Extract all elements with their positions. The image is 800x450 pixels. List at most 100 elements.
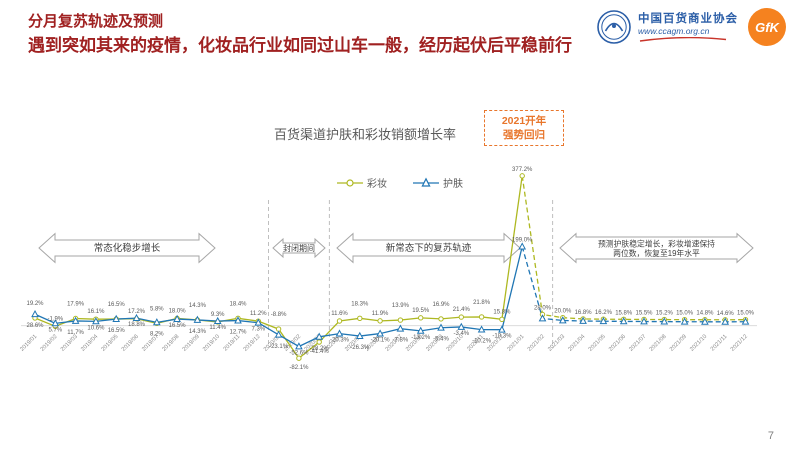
legend-label-makeup: 彩妆 [367, 179, 387, 190]
svg-text:-10.2%: -10.2% [472, 339, 492, 345]
svg-text:17.2%: 17.2% [128, 309, 146, 315]
logo-area: 中国百货商业协会 www.ccagm.org.cn GfK [596, 8, 786, 46]
svg-text:-26.3%: -26.3% [350, 345, 370, 351]
svg-text:18.8%: 18.8% [128, 322, 146, 328]
svg-text:14.8%: 14.8% [696, 311, 714, 317]
gfk-logo: GfK [748, 8, 786, 46]
svg-text:2021/11: 2021/11 [710, 334, 729, 353]
association-name: 中国百货商业协会 [638, 13, 738, 25]
svg-text:15.2%: 15.2% [656, 311, 674, 317]
slide-subtitle: 遇到突如其来的疫情，化妆品行业如同过山车一般，经历起伏后平稳前行 [28, 36, 572, 55]
legend-item-skincare: 护肤 [413, 175, 463, 190]
svg-text:2021/03: 2021/03 [547, 334, 566, 353]
svg-text:2021/10: 2021/10 [689, 334, 708, 353]
svg-text:2021/02: 2021/02 [527, 334, 546, 353]
svg-text:18.4%: 18.4% [229, 301, 247, 307]
svg-text:19.2%: 19.2% [26, 301, 44, 307]
svg-text:377.2%: 377.2% [512, 167, 533, 173]
svg-text:2019/05: 2019/05 [101, 334, 120, 353]
callout-line-2: 强势回归 [503, 129, 545, 142]
gfk-logo-text: GfK [755, 19, 779, 35]
svg-text:12.7%: 12.7% [229, 330, 247, 336]
svg-text:2021/05: 2021/05 [588, 334, 607, 353]
growth-line-chart: 常态化稳步增长 封闭期间 新常态下的复苏轨迹 预测护肤稳定增长，彩妆增速保持两位数，恢… [19, 167, 757, 371]
slide-title: 分月复苏轨迹及预测 [28, 13, 164, 30]
svg-text:-3.4%: -3.4% [453, 331, 469, 337]
svg-text:-13.2%: -13.2% [411, 335, 431, 341]
svg-text:11.4%: 11.4% [209, 325, 226, 331]
svg-text:-7.8%: -7.8% [393, 338, 409, 344]
svg-text:-41.4%: -41.4% [310, 349, 330, 355]
svg-text:11.9%: 11.9% [372, 311, 389, 317]
svg-text:20.0%: 20.0% [554, 309, 572, 315]
chart-legend: 彩妆 护肤 [300, 175, 500, 190]
svg-text:2021/12: 2021/12 [730, 334, 749, 353]
svg-text:2021/06: 2021/06 [608, 334, 627, 353]
svg-text:2019/02: 2019/02 [40, 334, 59, 353]
svg-text:16.5%: 16.5% [108, 328, 126, 334]
svg-text:7.3%: 7.3% [251, 327, 265, 333]
svg-text:14.3%: 14.3% [189, 303, 207, 309]
svg-text:16.5%: 16.5% [169, 323, 187, 329]
svg-text:-10.3%: -10.3% [492, 334, 512, 340]
svg-text:8.2%: 8.2% [150, 331, 164, 337]
svg-text:-5.4%: -5.4% [433, 337, 449, 343]
svg-text:5.7%: 5.7% [48, 327, 62, 333]
association-url: www.ccagm.org.cn [638, 26, 710, 37]
svg-text:-23.1%: -23.1% [269, 344, 289, 350]
svg-text:常态化稳步增长: 常态化稳步增长 [94, 242, 161, 254]
svg-text:13.9%: 13.9% [392, 303, 410, 309]
svg-text:16.5%: 16.5% [108, 302, 126, 308]
svg-text:11.7%: 11.7% [67, 330, 84, 336]
svg-text:2019/11: 2019/11 [223, 334, 242, 353]
svg-text:11.6%: 11.6% [331, 311, 348, 317]
svg-text:新常态下的复苏轨迹: 新常态下的复苏轨迹 [386, 242, 472, 254]
skincare-line-swatch [413, 176, 439, 189]
legend-item-makeup: 彩妆 [337, 175, 387, 190]
svg-text:-8.8%: -8.8% [271, 312, 287, 318]
svg-text:199.0%: 199.0% [512, 238, 533, 244]
svg-text:-20.1%: -20.1% [371, 338, 391, 344]
svg-text:17.9%: 17.9% [67, 301, 85, 307]
svg-text:-1.9%: -1.9% [47, 316, 63, 322]
svg-text:16.8%: 16.8% [575, 310, 593, 316]
svg-text:2019/06: 2019/06 [121, 334, 140, 353]
legend-label-skincare: 护肤 [443, 179, 463, 190]
svg-text:21.8%: 21.8% [473, 300, 491, 306]
chart-title: 百货渠道护肤和彩妆销额增长率 [273, 127, 456, 142]
callout-2021-comeback: 2021开年 强势回归 [484, 110, 564, 147]
svg-text:14.3%: 14.3% [189, 329, 207, 335]
svg-text:16.2%: 16.2% [595, 310, 613, 316]
svg-text:15.8%: 15.8% [615, 310, 633, 316]
svg-text:预测护肤稳定增长，彩妆增速保持: 预测护肤稳定增长，彩妆增速保持 [598, 238, 715, 248]
svg-text:14.6%: 14.6% [717, 311, 735, 317]
svg-text:15.0%: 15.0% [737, 311, 755, 317]
svg-text:2021/09: 2021/09 [669, 334, 688, 353]
svg-text:5.8%: 5.8% [150, 306, 164, 312]
svg-text:2019/08: 2019/08 [161, 334, 180, 353]
svg-text:两位数，恢复至19年水平: 两位数，恢复至19年水平 [613, 248, 700, 258]
svg-text:15.0%: 15.0% [676, 311, 694, 317]
svg-text:-20.3%: -20.3% [330, 338, 350, 344]
svg-text:-52.6%: -52.6% [289, 350, 309, 356]
page-number: 7 [767, 430, 774, 442]
makeup-line-swatch [337, 177, 363, 189]
svg-text:10.6%: 10.6% [87, 325, 105, 331]
svg-text:9.3%: 9.3% [211, 312, 225, 318]
svg-text:2019/04: 2019/04 [80, 333, 100, 353]
association-logo: 中国百货商业协会 www.ccagm.org.cn [596, 9, 738, 45]
svg-text:15.5%: 15.5% [635, 310, 653, 316]
svg-text:21.4%: 21.4% [453, 307, 471, 313]
svg-text:2019/09: 2019/09 [182, 334, 201, 353]
svg-text:2021/04: 2021/04 [567, 333, 587, 353]
svg-text:2019/10: 2019/10 [202, 334, 221, 353]
svg-text:2019/01: 2019/01 [19, 334, 38, 353]
svg-text:28.6%: 28.6% [26, 323, 44, 329]
svg-text:2019/03: 2019/03 [60, 334, 79, 353]
svg-text:-28.2%: -28.2% [310, 346, 330, 352]
svg-text:2019/12: 2019/12 [243, 334, 262, 353]
svg-text:16.9%: 16.9% [432, 302, 450, 308]
svg-text:28.0%: 28.0% [534, 305, 552, 311]
svg-text:16.1%: 16.1% [87, 309, 105, 315]
